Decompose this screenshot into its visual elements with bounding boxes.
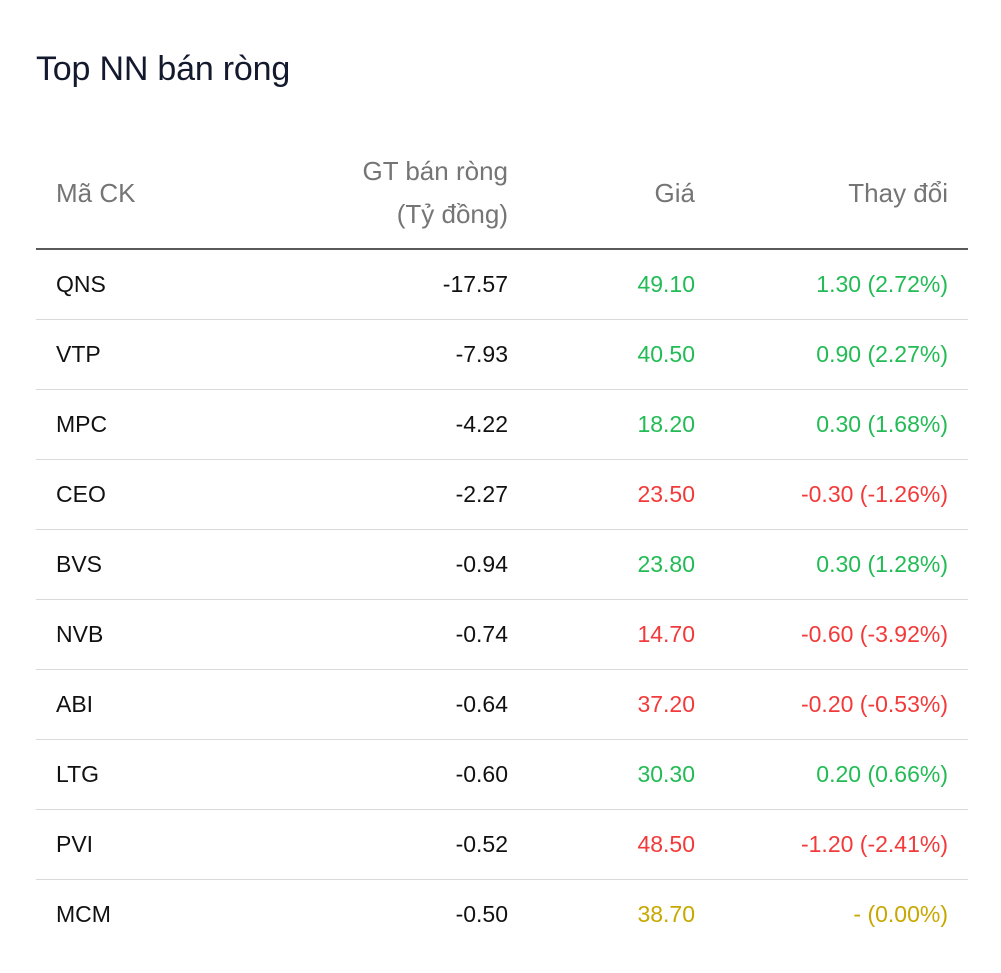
stock-symbol[interactable]: QNS xyxy=(36,249,186,320)
stock-price: 40.50 xyxy=(528,319,715,390)
price-change: -0.20 (-0.53%) xyxy=(715,669,968,740)
table-row[interactable]: PVI -0.52 48.50 -1.20 (-2.41%) xyxy=(36,809,968,880)
price-change: - (0.00%) xyxy=(853,901,948,927)
table-header: Mã CK GT bán ròng (Tỷ đồng) Giá Thay đổi xyxy=(36,138,968,250)
stock-symbol[interactable]: ABI xyxy=(36,669,186,740)
table-row[interactable]: BVS -0.94 23.80 0.30 (1.28%) xyxy=(36,529,968,600)
stock-price: 49.10 xyxy=(528,249,715,320)
header-price: Giá xyxy=(528,138,715,250)
net-sell-value: -7.93 xyxy=(186,319,528,390)
stock-symbol[interactable]: PVI xyxy=(36,809,186,880)
stock-symbol[interactable]: LTG xyxy=(36,739,186,810)
price-change: -0.60 (-3.92%) xyxy=(715,599,968,670)
header-net-value-line2: (Tỷ đồng) xyxy=(396,199,508,229)
net-sell-value: -2.27 xyxy=(186,459,528,530)
price-change: 0.30 (1.68%) xyxy=(715,389,968,460)
stock-price: 14.70 xyxy=(528,599,715,670)
table-row[interactable]: VTP -7.93 40.50 0.90 (2.27%) xyxy=(36,319,968,390)
price-change: -1.20 (-2.41%) xyxy=(715,809,968,880)
header-net-value: GT bán ròng (Tỷ đồng) xyxy=(186,138,528,250)
stock-symbol[interactable]: CEO xyxy=(36,459,186,530)
table-row[interactable]: NVB -0.74 14.70 -0.60 (-3.92%) xyxy=(36,599,968,670)
stock-price: 18.20 xyxy=(528,389,715,460)
header-net-value-line1: GT bán ròng xyxy=(362,156,508,186)
table-row[interactable]: LTG -0.60 30.30 0.20 (0.66%) xyxy=(36,739,968,810)
header-symbol: Mã CK xyxy=(36,138,186,250)
table-row[interactable]: MCM -0.50 38.70 - (0.00%) xyxy=(36,880,968,950)
stock-symbol[interactable]: NVB xyxy=(36,599,186,670)
net-sell-value: -0.60 xyxy=(186,739,528,810)
stock-symbol[interactable]: MPC xyxy=(36,389,186,460)
table-row[interactable]: QNS -17.57 49.10 1.30 (2.72%) xyxy=(36,249,968,320)
table-body: QNS -17.57 49.10 1.30 (2.72%) VTP -7.93 … xyxy=(36,249,968,949)
price-change: -0.30 (-1.26%) xyxy=(715,459,968,530)
price-change: 0.20 (0.66%) xyxy=(715,739,968,810)
stock-price: 23.80 xyxy=(528,529,715,600)
net-sell-table: Mã CK GT bán ròng (Tỷ đồng) Giá Thay đổi… xyxy=(36,138,968,949)
price-change: 0.30 (1.28%) xyxy=(715,529,968,600)
table-row[interactable]: CEO -2.27 23.50 -0.30 (-1.26%) xyxy=(36,459,968,530)
net-sell-value: -17.57 xyxy=(186,249,528,320)
header-row: Mã CK GT bán ròng (Tỷ đồng) Giá Thay đổi xyxy=(36,138,968,250)
net-sell-value: -0.94 xyxy=(186,529,528,600)
stock-price: 30.30 xyxy=(528,739,715,810)
stock-price: 48.50 xyxy=(528,809,715,880)
header-change: Thay đổi xyxy=(715,138,968,250)
stock-symbol[interactable]: VTP xyxy=(36,319,186,390)
stock-symbol[interactable]: BVS xyxy=(36,529,186,600)
stock-price: 37.20 xyxy=(528,669,715,740)
table-row[interactable]: ABI -0.64 37.20 -0.20 (-0.53%) xyxy=(36,669,968,740)
table-row[interactable]: MPC -4.22 18.20 0.30 (1.68%) xyxy=(36,389,968,460)
widget-title: Top NN bán ròng xyxy=(36,50,291,88)
net-sell-value: -0.74 xyxy=(186,599,528,670)
net-sell-value: -0.64 xyxy=(186,669,528,740)
net-sell-value: -4.22 xyxy=(186,389,528,460)
stock-symbol[interactable]: MCM xyxy=(56,901,111,927)
net-sell-value: -0.50 xyxy=(455,901,508,927)
top-foreign-net-sell-widget: Top NN bán ròng Mã CK GT bán ròng (Tỷ đồ… xyxy=(36,0,968,949)
price-change: 0.90 (2.27%) xyxy=(715,319,968,390)
stock-price: 38.70 xyxy=(637,901,695,927)
price-change: 1.30 (2.72%) xyxy=(715,249,968,320)
net-sell-value: -0.52 xyxy=(186,809,528,880)
stock-price: 23.50 xyxy=(528,459,715,530)
